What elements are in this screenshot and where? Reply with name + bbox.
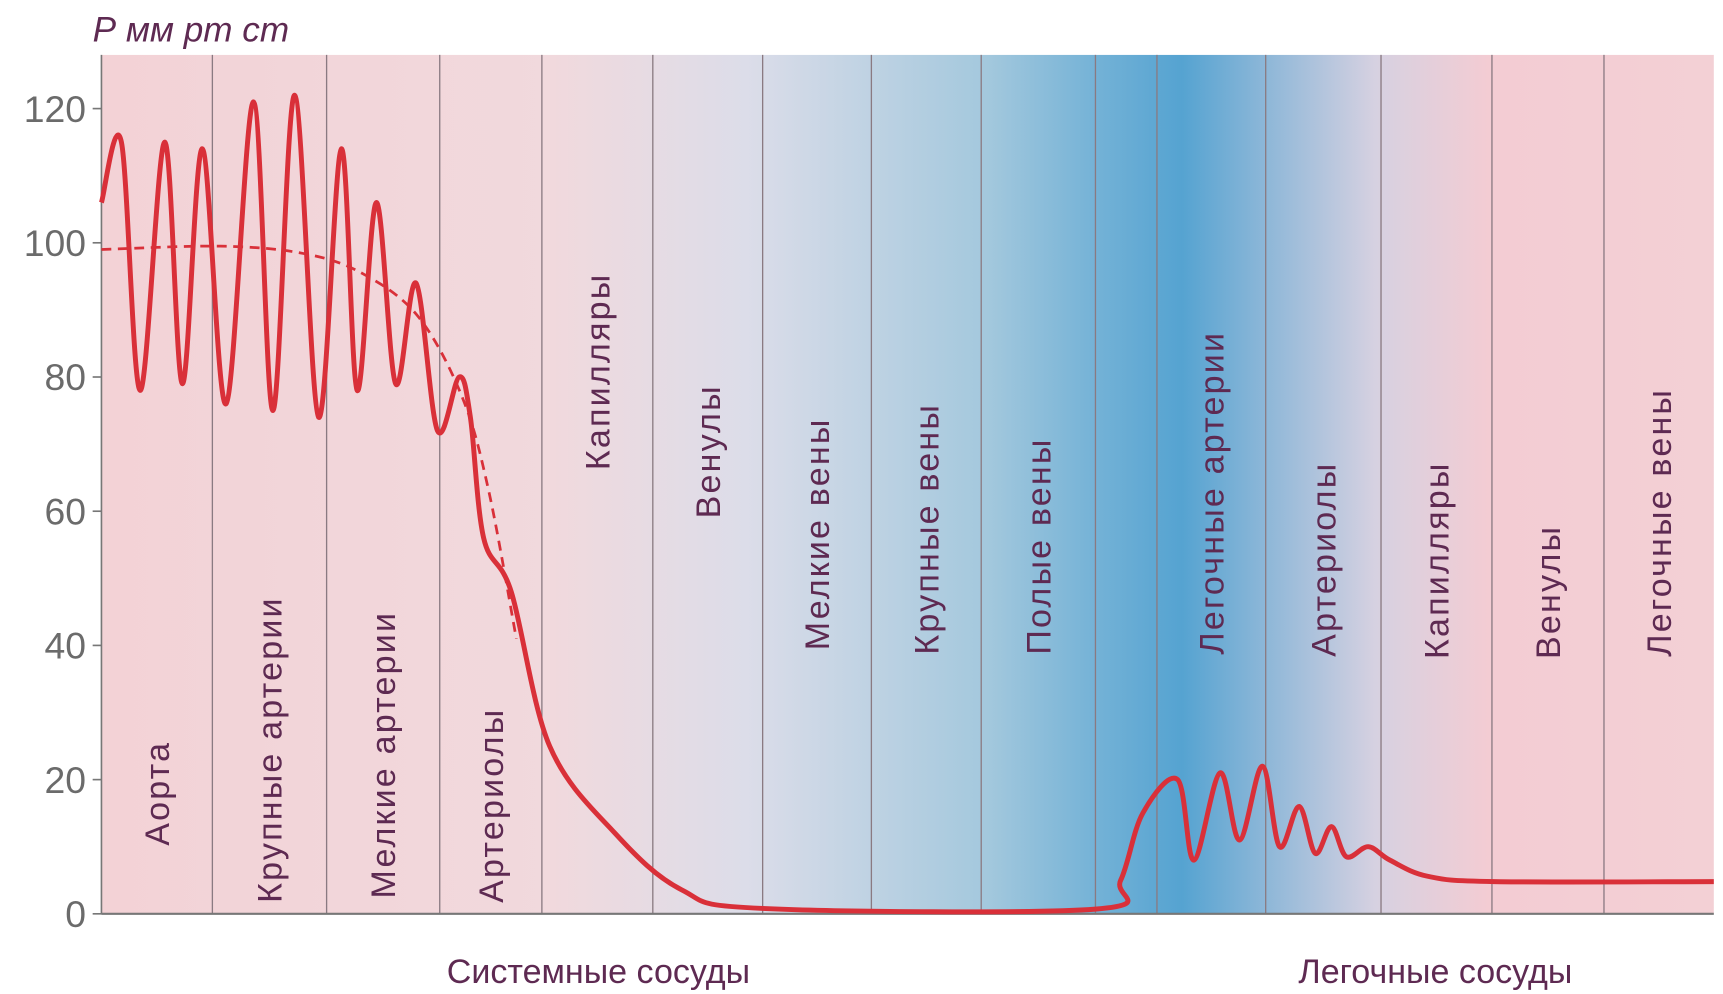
group-label: Системные сосуды: [447, 953, 750, 991]
category-label: Крупные артерии: [252, 596, 290, 903]
category-label: Легочные вены: [1641, 388, 1679, 657]
y-tick-label: 20: [45, 759, 87, 801]
category-label: Капилляры: [1419, 462, 1457, 660]
mean-pressure-line: [101, 244, 518, 639]
y-axis-label: Р мм рт ст: [93, 11, 289, 50]
category-label: Венулы: [1530, 525, 1568, 659]
category-label: Крупные вены: [908, 403, 946, 655]
category-label: Мелкие вены: [799, 417, 837, 650]
plot-background: [101, 54, 1714, 914]
group-label: Легочные сосуды: [1298, 953, 1572, 991]
y-tick-label: 100: [24, 222, 86, 264]
category-label: Венулы: [690, 384, 728, 518]
category-label: Артериолы: [473, 708, 511, 903]
category-label: Мелкие артерии: [365, 611, 403, 899]
y-tick-label: 40: [45, 625, 87, 667]
category-label: Артериолы: [1305, 462, 1343, 657]
category-label: Капилляры: [579, 273, 617, 471]
category-label: Полые вены: [1020, 437, 1058, 654]
category-label: Легочные артерии: [1193, 331, 1231, 655]
y-tick-label: 80: [45, 356, 87, 398]
pressure-line: [99, 92, 1714, 915]
y-tick-label: 60: [45, 490, 87, 532]
y-tick-label: 120: [24, 88, 86, 130]
y-tick-label: 0: [65, 893, 86, 935]
category-label: Аорта: [139, 741, 177, 846]
